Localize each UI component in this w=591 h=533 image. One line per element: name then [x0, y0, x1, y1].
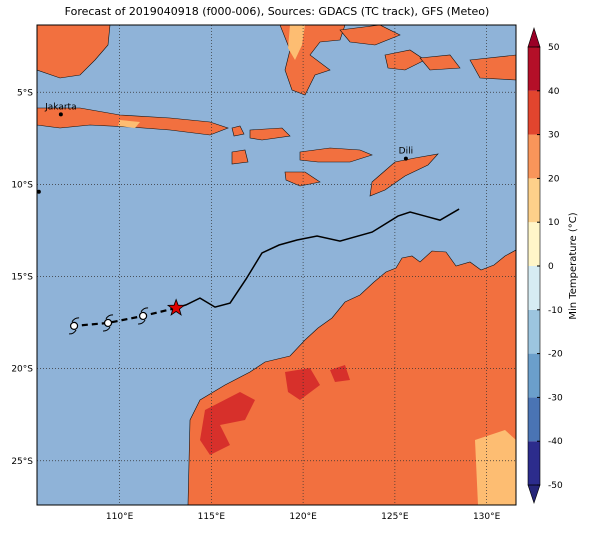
city-label: Dili [399, 147, 413, 157]
timor [369, 153, 439, 197]
cyclone-arm [138, 319, 146, 325]
cyclone-arm [69, 329, 77, 335]
city-dot [403, 156, 408, 161]
colorbar-band [528, 397, 540, 442]
track: Jakarta Dili [36, 102, 460, 335]
sumbawa [249, 127, 291, 141]
cyclone-arm [140, 307, 149, 313]
lon-tick-label: 120°E [289, 512, 317, 522]
warm-patch [475, 430, 516, 505]
borneo [37, 25, 111, 79]
colorbar-tick-label: 0 [548, 262, 554, 272]
hot-patch [330, 365, 350, 382]
observed-track [175, 208, 460, 309]
colorbar-tick-label: 40 [548, 87, 560, 97]
hot-patch [285, 368, 320, 400]
colorbar-band [528, 47, 540, 91]
colorbar-tick-label: 50 [548, 43, 560, 53]
colorbar-band [528, 222, 540, 266]
colorbar-tick-label: -40 [548, 437, 563, 447]
colorbar: -50 -40 -30 -20 -10 0 10 20 30 40 50 [527, 27, 563, 504]
colorbar-band [528, 353, 540, 398]
cyclone-arm [105, 314, 114, 320]
city-dot [36, 189, 41, 194]
colorbar-over [527, 27, 541, 48]
colorbar-band [528, 266, 540, 310]
colorbar-tick-label: -10 [548, 306, 563, 316]
colorbar-tick-label: -20 [548, 350, 563, 360]
colorbar-band [528, 441, 540, 485]
colorbar-tick-label: 10 [548, 218, 560, 228]
lat-tick-label: 5°S [17, 88, 33, 98]
colorbar-band [528, 90, 540, 135]
cyclone-arm [102, 326, 111, 332]
colorbar-band [528, 134, 540, 179]
colorbar-label: Min Temperature (°C) [568, 212, 579, 319]
colorbar-band [528, 309, 540, 354]
lon-tick-label: 115°E [198, 512, 226, 522]
colorbar-tick-label: 30 [548, 131, 560, 141]
map-title: Forecast of 2019040918 (f000-006), Sourc… [65, 5, 490, 18]
warm-patch [288, 25, 305, 60]
city-label: Jakarta [44, 102, 76, 112]
island [469, 54, 516, 81]
map-frame [36, 24, 517, 506]
island [231, 149, 249, 165]
lat-tick-label: 25°S [11, 457, 33, 467]
cyclone-symbol [103, 318, 113, 328]
warm-patch [118, 120, 140, 128]
colorbar-tick-label: 20 [548, 174, 560, 184]
forecast-track [73, 306, 177, 327]
grid [37, 25, 516, 505]
lon-tick-label: 110°E [106, 512, 134, 522]
lon-tick-label: 130°E [473, 512, 501, 522]
island [419, 54, 461, 71]
cyclone-arm [71, 317, 80, 323]
land [37, 25, 516, 505]
lat-tick-label: 15°S [11, 273, 33, 283]
colorbar-under [527, 484, 541, 504]
lon-tick-label: 125°E [381, 512, 409, 522]
lat-tick-label: 10°S [11, 180, 33, 190]
hot-patch [200, 392, 255, 455]
colorbar-tick-label: -30 [548, 393, 563, 403]
sumba [284, 171, 321, 187]
city-dot [58, 112, 63, 117]
colorbar-tick-label: -50 [548, 481, 563, 491]
colorbar-band [528, 178, 540, 223]
cyclone-symbol [138, 311, 148, 321]
current-position-star [166, 298, 186, 316]
island [339, 25, 401, 46]
bali [231, 125, 245, 137]
lat-tick-label: 20°S [11, 365, 33, 375]
cyclone-symbol [69, 321, 79, 330]
australia [187, 249, 516, 505]
